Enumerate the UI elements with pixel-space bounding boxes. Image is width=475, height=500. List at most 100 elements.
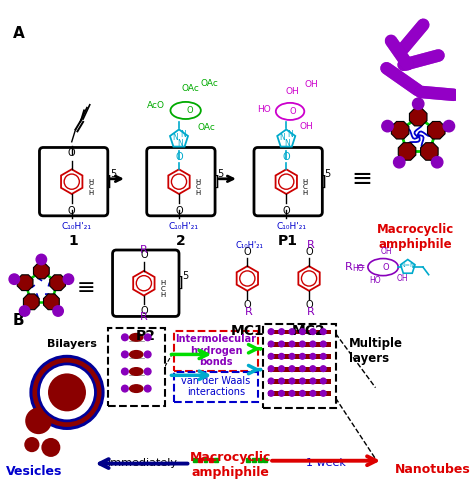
Circle shape — [19, 306, 30, 316]
Ellipse shape — [130, 334, 143, 341]
Text: OH: OH — [304, 80, 318, 90]
Polygon shape — [237, 266, 258, 291]
Text: ]: ] — [321, 174, 326, 188]
Text: OH: OH — [300, 122, 314, 131]
FancyBboxPatch shape — [264, 324, 336, 407]
Circle shape — [321, 341, 326, 347]
FancyBboxPatch shape — [39, 148, 108, 216]
Text: R: R — [140, 312, 148, 322]
Text: O: O — [305, 246, 313, 256]
Circle shape — [279, 354, 285, 359]
Text: Macrocyclic
amphiphile: Macrocyclic amphiphile — [190, 451, 271, 479]
Circle shape — [321, 366, 326, 372]
Text: O: O — [244, 300, 251, 310]
Circle shape — [268, 390, 274, 396]
Circle shape — [24, 437, 39, 452]
Circle shape — [321, 378, 326, 384]
Circle shape — [63, 274, 74, 284]
Polygon shape — [398, 142, 416, 160]
Circle shape — [268, 378, 274, 384]
Text: OH: OH — [396, 274, 408, 283]
Text: Intermolecular
hydrogen
bonds: Intermolecular hydrogen bonds — [176, 334, 256, 367]
Circle shape — [279, 378, 285, 384]
Text: O: O — [290, 107, 296, 116]
Text: van der Waals
interactions: van der Waals interactions — [181, 376, 251, 398]
Text: HO: HO — [352, 264, 364, 274]
Circle shape — [279, 366, 285, 372]
Text: 1: 1 — [69, 234, 78, 248]
Bar — [204, 458, 208, 462]
Circle shape — [268, 354, 274, 359]
Text: C₁₀H'₂₁: C₁₀H'₂₁ — [276, 222, 306, 230]
Bar — [268, 367, 331, 372]
Text: N: N — [172, 132, 178, 141]
Circle shape — [279, 329, 285, 334]
Bar — [268, 354, 331, 359]
Text: C: C — [161, 286, 165, 292]
Circle shape — [144, 368, 151, 375]
Text: H: H — [88, 178, 94, 184]
Text: O: O — [140, 306, 148, 316]
Text: H: H — [195, 190, 200, 196]
Text: Immediately: Immediately — [108, 458, 178, 468]
Text: C: C — [88, 184, 93, 190]
Circle shape — [310, 390, 316, 396]
Text: MC1: MC1 — [230, 324, 264, 338]
Text: C: C — [196, 184, 200, 190]
Polygon shape — [391, 122, 409, 139]
Circle shape — [122, 334, 128, 340]
Text: MC2: MC2 — [292, 324, 326, 338]
Text: 2: 2 — [176, 234, 186, 248]
Circle shape — [122, 368, 128, 375]
Circle shape — [300, 329, 305, 334]
Text: O: O — [68, 148, 76, 158]
Text: O: O — [175, 152, 183, 162]
Circle shape — [321, 329, 326, 334]
Text: OH: OH — [285, 87, 299, 96]
Text: 1 week: 1 week — [306, 458, 346, 468]
FancyBboxPatch shape — [108, 328, 165, 406]
Text: H: H — [303, 190, 308, 196]
Circle shape — [394, 156, 405, 168]
Text: OAc: OAc — [181, 84, 200, 94]
Circle shape — [300, 390, 305, 396]
Text: 5: 5 — [217, 169, 223, 179]
Circle shape — [289, 329, 295, 334]
Circle shape — [300, 341, 305, 347]
Text: OH: OH — [381, 246, 393, 256]
Text: 5: 5 — [110, 169, 116, 179]
Text: O: O — [175, 206, 183, 216]
Text: HO: HO — [370, 276, 381, 285]
Circle shape — [268, 366, 274, 372]
Circle shape — [268, 341, 274, 347]
Circle shape — [300, 366, 305, 372]
Circle shape — [310, 354, 316, 359]
Bar — [252, 458, 256, 462]
Text: C₁₀H'₂₁: C₁₀H'₂₁ — [169, 222, 199, 230]
Text: ≡: ≡ — [352, 167, 373, 191]
Polygon shape — [298, 266, 320, 291]
Bar — [199, 458, 202, 462]
Text: N: N — [280, 132, 285, 141]
Text: N=N: N=N — [400, 262, 415, 268]
Text: O: O — [305, 300, 313, 310]
Circle shape — [321, 354, 326, 359]
Circle shape — [144, 386, 151, 392]
Circle shape — [122, 386, 128, 392]
Bar — [247, 458, 250, 462]
Text: R: R — [307, 307, 315, 317]
Bar — [268, 330, 331, 334]
Text: R =: R = — [345, 262, 366, 272]
Text: C₁₀H'₂₁: C₁₀H'₂₁ — [61, 222, 92, 230]
Text: O: O — [244, 246, 251, 256]
Polygon shape — [23, 294, 39, 310]
Text: O: O — [283, 206, 290, 216]
FancyBboxPatch shape — [174, 372, 258, 402]
Text: OAc: OAc — [201, 80, 218, 88]
Text: N: N — [180, 130, 186, 138]
Text: H: H — [88, 190, 94, 196]
Circle shape — [9, 274, 19, 284]
Circle shape — [53, 306, 63, 316]
Text: R: R — [246, 307, 253, 317]
Circle shape — [310, 329, 316, 334]
